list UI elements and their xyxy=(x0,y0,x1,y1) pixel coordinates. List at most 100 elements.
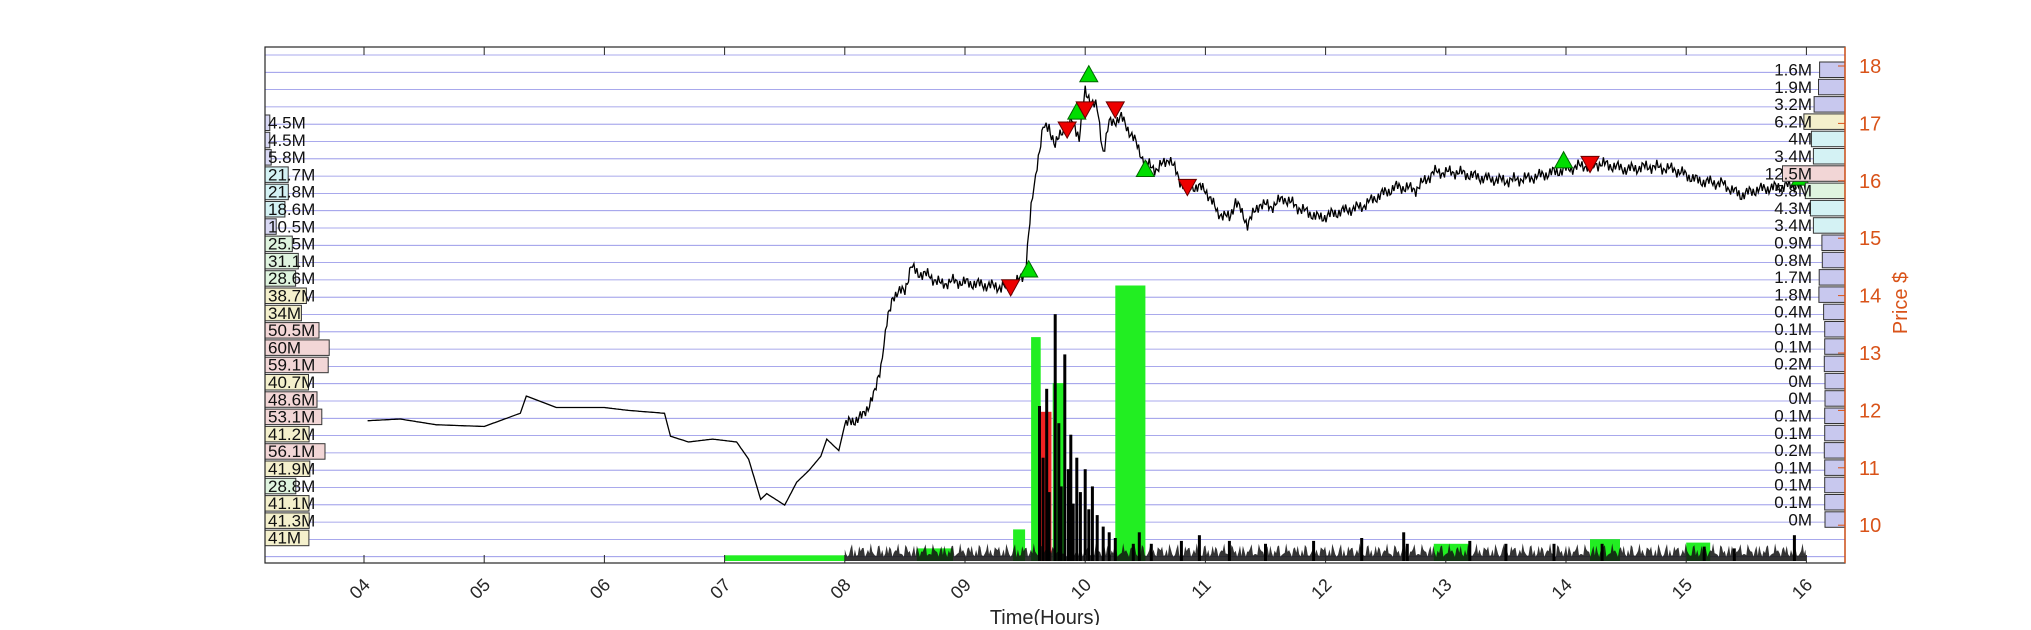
x-axis-label: Time(Hours) xyxy=(990,607,1100,625)
right-profile-label: 4M xyxy=(1788,130,1812,149)
volume-spike xyxy=(1197,535,1201,561)
left-profile-label: 28.8M xyxy=(268,477,315,496)
trade-markers xyxy=(1000,64,1811,298)
buy-marker xyxy=(1078,64,1099,83)
volume-spike xyxy=(1066,469,1070,561)
right-profile-bar xyxy=(1824,424,1846,442)
right-profile-label: 1.9M xyxy=(1774,78,1812,97)
x-tick-label: 15 xyxy=(1668,575,1696,603)
right-profile-label: 0M xyxy=(1788,510,1812,529)
right-profile-bar xyxy=(1824,321,1846,338)
volume-bar xyxy=(1031,337,1041,561)
x-tick-label: 04 xyxy=(346,575,374,603)
right-profile-label: 12.5M xyxy=(1765,164,1812,183)
sell-marker xyxy=(1057,121,1078,140)
volume-spike xyxy=(1149,543,1153,561)
volume-spike xyxy=(1069,434,1073,561)
left-profile-label: 40.7M xyxy=(268,373,315,392)
right-profile-label: 0.2M xyxy=(1774,355,1812,374)
volume-spike xyxy=(1075,457,1079,561)
sell-marker xyxy=(1000,279,1021,298)
left-profile-label: 4.5M xyxy=(268,131,306,150)
y-tick-label: 17 xyxy=(1859,113,1881,135)
right-profile-bar xyxy=(1823,442,1846,459)
volume-spike xyxy=(1071,503,1075,561)
x-tick-label: 10 xyxy=(1067,575,1095,603)
x-tick-label: 07 xyxy=(706,575,734,603)
right-profile-bar xyxy=(1821,251,1846,269)
right-volume-profile: 1.6M1.9M3.2M6.2M4M3.4M12.5M5.8M4.3M3.4M0… xyxy=(1765,61,1846,529)
x-tick-label: 12 xyxy=(1307,575,1335,603)
left-profile-label: 5.8M xyxy=(268,148,306,167)
volume-spike xyxy=(1107,532,1111,561)
left-profile-label: 31.1M xyxy=(268,252,315,271)
volume-spike xyxy=(1059,486,1063,561)
volume-spike xyxy=(1179,540,1183,561)
right-profile-label: 0.1M xyxy=(1774,337,1812,356)
buy-marker xyxy=(1018,259,1039,278)
volume-spike xyxy=(1312,540,1316,561)
volume-spike xyxy=(1468,540,1472,561)
y-tick-label: 16 xyxy=(1859,171,1881,193)
y-tick-label: 13 xyxy=(1859,343,1881,365)
volume-spike xyxy=(1227,540,1231,561)
right-profile-bar xyxy=(1819,61,1846,78)
left-profile-label: 18.6M xyxy=(268,200,315,219)
left-profile-label: 41.1M xyxy=(268,494,315,513)
volume-spike xyxy=(1792,535,1796,561)
right-profile-bar xyxy=(1824,372,1846,390)
right-profile-bar xyxy=(1813,96,1846,113)
right-profile-bar xyxy=(1821,234,1846,251)
right-profile-label: 1.6M xyxy=(1774,61,1812,80)
volume-spike xyxy=(1402,532,1406,561)
left-profile-label: 41.9M xyxy=(268,460,315,479)
right-profile-label: 3.4M xyxy=(1774,147,1812,166)
volume-spike xyxy=(1264,543,1267,561)
volume-bar xyxy=(724,555,845,561)
right-profile-label: 4.3M xyxy=(1774,199,1812,218)
right-profile-label: 0.8M xyxy=(1774,251,1812,270)
right-profile-bar xyxy=(1824,390,1846,407)
right-profile-bar xyxy=(1823,303,1846,321)
sell-marker xyxy=(1105,101,1126,120)
y-tick-label: 14 xyxy=(1859,286,1881,308)
left-profile-label: 50.5M xyxy=(268,321,315,340)
left-profile-label: 25.5M xyxy=(268,235,315,254)
volume-spike xyxy=(1087,509,1091,561)
volume-spike xyxy=(1078,492,1082,561)
y-tick-label: 18 xyxy=(1859,56,1881,78)
left-profile-label: 34M xyxy=(268,304,301,323)
volume-spike xyxy=(1504,543,1508,561)
left-profile-label: 21.8M xyxy=(268,183,315,202)
y-tick-label: 11 xyxy=(1859,458,1880,480)
right-profile-label: 0.2M xyxy=(1774,441,1812,460)
right-profile-bar xyxy=(1810,130,1846,148)
left-profile-label: 53.1M xyxy=(268,408,315,427)
volume-spike xyxy=(1047,492,1051,561)
x-tick-label: 06 xyxy=(586,575,614,603)
x-tick-label: 08 xyxy=(826,575,854,603)
right-profile-label: 0M xyxy=(1788,372,1812,391)
right-profile-bar xyxy=(1824,494,1846,511)
x-tick-label: 13 xyxy=(1427,575,1455,603)
right-profile-bar xyxy=(1818,286,1846,303)
right-profile-bar xyxy=(1812,148,1846,165)
right-profile-label: 1.7M xyxy=(1774,268,1812,287)
volume-spike xyxy=(1090,486,1094,561)
volume-bar xyxy=(1115,285,1146,561)
volume-spike xyxy=(1702,546,1706,561)
y-tick-label: 12 xyxy=(1859,400,1881,422)
right-profile-label: 0.1M xyxy=(1774,424,1812,443)
volume-spike xyxy=(1038,406,1041,561)
volume-spike xyxy=(1045,388,1049,561)
right-profile-label: 0M xyxy=(1788,389,1812,408)
x-tick-label: 14 xyxy=(1548,575,1576,603)
right-profile-label: 0.1M xyxy=(1774,476,1812,495)
volume-spike xyxy=(1732,548,1736,561)
right-profile-bar xyxy=(1824,476,1846,494)
left-profile-label: 41.2M xyxy=(268,425,315,444)
volume-spike xyxy=(1600,543,1604,561)
right-profile-bar xyxy=(1818,78,1846,96)
volume-spike xyxy=(1131,543,1135,561)
